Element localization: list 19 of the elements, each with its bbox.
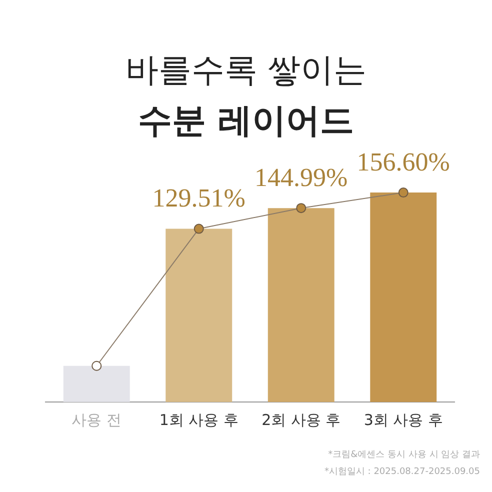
- text: *시험일시 : 2025.08.27-2025.09.05: [324, 466, 480, 479]
- x-tick-label: 2회 사용 후: [262, 410, 341, 429]
- chart-title: 바를수록 쌓이는: [124, 49, 368, 91]
- text: *크림&에센스 동시 사용 시 임상 결과: [327, 449, 480, 462]
- data-label: 129.51%: [152, 184, 246, 213]
- x-tick-label: 1회 사용 후: [159, 410, 238, 429]
- x-tick-label: 사용 전: [72, 410, 122, 429]
- point: [398, 188, 408, 198]
- chart-subtitle: 수분 레이어드: [137, 100, 355, 143]
- data-label: 144.99%: [254, 162, 348, 192]
- x-tick-label: 3회 사용 후: [364, 410, 443, 429]
- point: [92, 360, 102, 371]
- bar: [268, 208, 334, 402]
- bar: [370, 192, 437, 402]
- data-label: 156.60%: [356, 147, 450, 176]
- point: [296, 203, 306, 214]
- point: [194, 224, 204, 234]
- bar: [63, 366, 130, 402]
- bar: [166, 228, 232, 402]
